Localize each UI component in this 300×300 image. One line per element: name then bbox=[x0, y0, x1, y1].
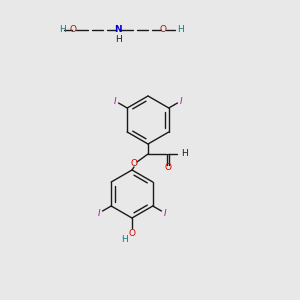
Text: O: O bbox=[70, 26, 76, 34]
Text: H: H bbox=[181, 149, 188, 158]
Text: I: I bbox=[164, 208, 166, 217]
Text: N: N bbox=[114, 26, 122, 34]
Text: H: H bbox=[177, 26, 184, 34]
Text: O: O bbox=[160, 26, 167, 34]
Text: H: H bbox=[58, 26, 65, 34]
Text: I: I bbox=[98, 208, 100, 217]
Text: O: O bbox=[164, 164, 172, 172]
Text: H: H bbox=[115, 35, 122, 44]
Text: H: H bbox=[121, 236, 128, 244]
Text: I: I bbox=[114, 97, 116, 106]
Text: O: O bbox=[128, 230, 136, 238]
Text: O: O bbox=[130, 160, 137, 169]
Text: I: I bbox=[180, 97, 182, 106]
